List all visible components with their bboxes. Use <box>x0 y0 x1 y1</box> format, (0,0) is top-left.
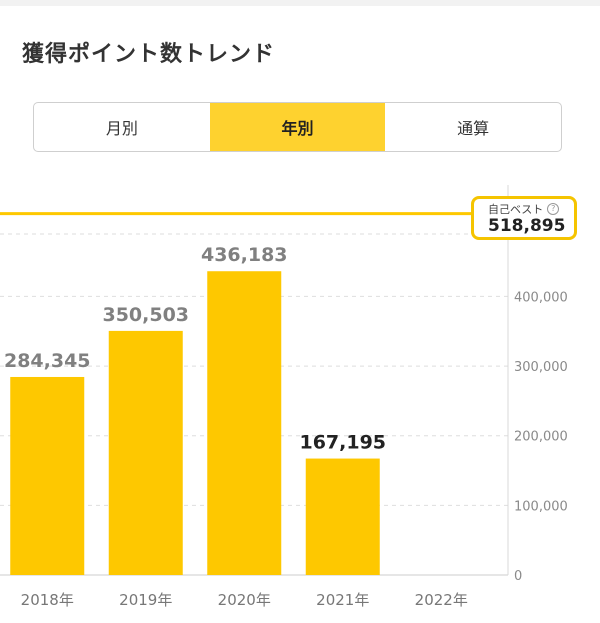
bar <box>10 376 85 575</box>
top-strip <box>0 0 600 6</box>
personal-best-label: 自己ベスト <box>488 202 544 216</box>
tab-yearly[interactable]: 年別 <box>209 103 386 151</box>
page-title: 獲得ポイント数トレンド <box>22 42 276 67</box>
x-tick-label: 2020年 <box>218 591 271 609</box>
period-tabs: 月別 年別 通算 <box>33 102 562 152</box>
y-tick-label: 400,000 <box>514 290 568 305</box>
y-tick-label: 0 <box>514 569 522 584</box>
bar-value-label: 284,345 <box>4 350 91 372</box>
bar <box>305 458 380 575</box>
y-tick-label: 300,000 <box>514 360 568 375</box>
bar-value-label: 167,195 <box>299 432 386 454</box>
bar <box>207 271 282 575</box>
y-tick-label: 100,000 <box>514 499 568 514</box>
x-tick-label: 2018年 <box>21 591 74 609</box>
y-tick-label: 200,000 <box>514 430 568 445</box>
x-tick-label: 2021年 <box>316 591 369 609</box>
personal-best-callout[interactable]: 自己ベスト ? 518,895 <box>471 196 577 240</box>
bar-value-label: 436,183 <box>201 244 288 266</box>
question-circle-icon[interactable]: ? <box>547 202 560 215</box>
bar-value-label: 350,503 <box>102 304 189 326</box>
tab-total[interactable]: 通算 <box>457 119 490 138</box>
tab-monthly[interactable]: 月別 <box>105 119 138 138</box>
bar <box>108 330 183 575</box>
personal-best-value: 518,895 <box>488 216 566 236</box>
x-tick-label: 2019年 <box>119 591 172 609</box>
x-tick-label: 2022年 <box>415 591 468 609</box>
